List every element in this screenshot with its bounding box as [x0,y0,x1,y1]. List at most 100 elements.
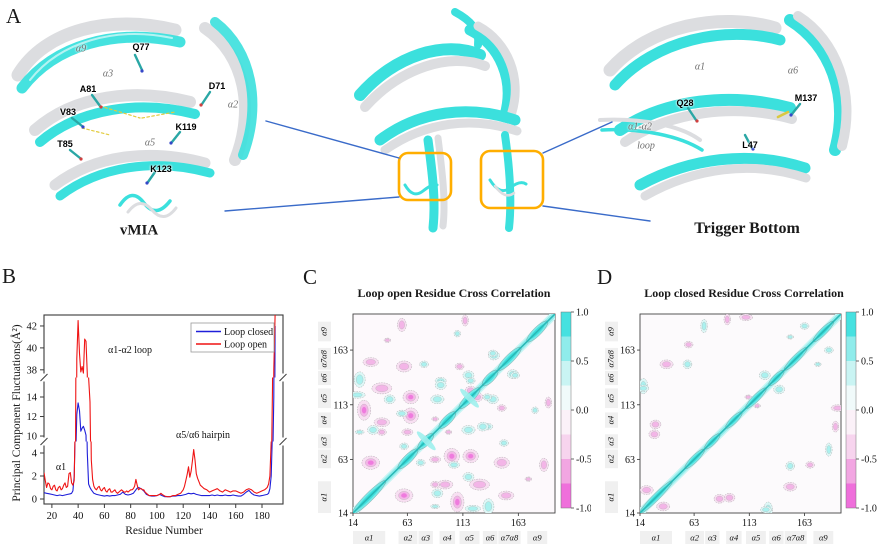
x-tick-label: 113 [456,518,471,529]
helix-range-label: α6 [605,373,615,382]
x-tick-label: 63 [689,518,699,529]
y-tick-label: 14 [27,393,38,404]
colorbar-segment [561,336,571,361]
helix-range-box [398,531,418,544]
helix-range-box [498,531,521,544]
x-tick-label: 163 [511,518,526,529]
y-tick-label: 42 [27,321,38,332]
helix-range-label: α6 [772,533,781,543]
legend: Loop closed Loop open [190,322,275,353]
helix-range-label: α4 [318,415,328,424]
colorbar-segment [846,434,856,459]
colorbar-segment [561,410,571,435]
highlight-box-left [397,151,453,202]
helix-range-label: α7α8 [787,533,805,543]
helix-range-label: α4 [605,415,615,424]
x-tick-label: 80 [125,511,136,522]
helix-label: α6 [787,65,799,77]
loop-open-map-title: Loop open Residue Cross Correlation [357,286,551,300]
residue-label: Q28 [676,98,694,108]
colorbar-segment [846,336,856,361]
residue-label: D71 [208,81,226,91]
colorbar-segment [561,459,571,484]
helix-range-box [746,531,766,544]
helix-range-box [605,370,618,386]
helix-label: α5 [144,137,156,149]
x-tick-label: 160 [228,511,244,522]
y-tick-label: 63 [338,455,348,466]
helix-range-box [318,481,331,513]
protein-structures-illustration [11,8,852,233]
helix-range-label: α5 [605,394,615,403]
y-tick-label: 0 [32,495,37,506]
helix-range-label: α5 [318,394,328,403]
helix-range-label: α7α8 [605,349,615,367]
y-tick-label: 113 [620,400,635,411]
y-tick-label: 163 [333,346,348,357]
y-tick-label: 63 [625,455,635,466]
helix-range-box [605,449,618,469]
colorbar-tick-label: 0.0 [576,406,589,417]
helix-range-box [705,531,720,544]
colorbar-segment [846,483,856,508]
helix-label: α3 [102,68,114,80]
y-tick-label: 14 [625,509,635,520]
legend-label: Loop closed [224,327,273,338]
helix-range-box [318,412,331,428]
residue-label: M137 [794,93,818,103]
residue-label: K123 [150,164,172,174]
helix-range-box [353,531,386,544]
helix-label: α1-α2 [628,121,652,133]
helix-range-box [439,531,456,544]
helix-range-box [318,449,331,469]
residue-label: L47 [742,140,758,150]
colorbar-segment [561,312,571,337]
helix-range-label: α5 [752,533,761,543]
x-tick-label: 113 [742,518,757,529]
helix-range-box [318,321,331,342]
y-tick-label: 38 [27,365,38,376]
colorbar-segment [846,361,856,386]
helix-range-box [482,531,498,544]
x-tick-label: 140 [202,511,218,522]
colorbar-tick-label: -0.5 [576,455,591,466]
chart-annotation: α5/α6 hairpin [176,430,230,441]
helix-label: loop [637,140,655,152]
colorbar-segment [561,483,571,508]
helix-range-box [605,412,618,428]
helix-label: α2 [227,99,239,111]
helix-range-box [527,531,548,544]
y-tick-label: 2 [32,472,37,483]
helix-label: α9 [75,43,87,55]
highlight-box-right [479,149,545,210]
colorbar-segment [846,312,856,337]
helix-range-box [418,531,433,544]
vmia-caption: vMIA [119,222,159,239]
helix-range-label: α7α8 [501,533,519,543]
residue-label: T85 [57,139,73,149]
helix-range-label: α9 [318,326,328,335]
helix-range-box [726,531,742,544]
helix-range-box [318,347,331,370]
panel-d-label: D [597,265,613,289]
series-loop-open [44,441,272,498]
colorbar-segment [561,434,571,459]
y-tick-label: 4 [32,449,38,460]
colorbar-segment [561,361,571,386]
helix-range-label: α5 [465,533,474,543]
panel-b-label: B [2,264,17,288]
x-tick-label: 180 [254,511,270,522]
chart-annotation: α1 [56,462,66,473]
helix-range-box [605,321,618,342]
helix-range-label: α4 [730,533,739,543]
residue-label: K119 [175,122,197,132]
helix-range-label: α2 [605,454,615,463]
y-tick-label: 113 [333,400,348,411]
helix-range-label: α1 [365,533,374,543]
x-tick-label: 100 [149,511,165,522]
helix-range-label: α6 [486,533,495,543]
helix-range-label: α9 [533,533,542,543]
colorbar-tick-label: -1.0 [576,504,591,515]
